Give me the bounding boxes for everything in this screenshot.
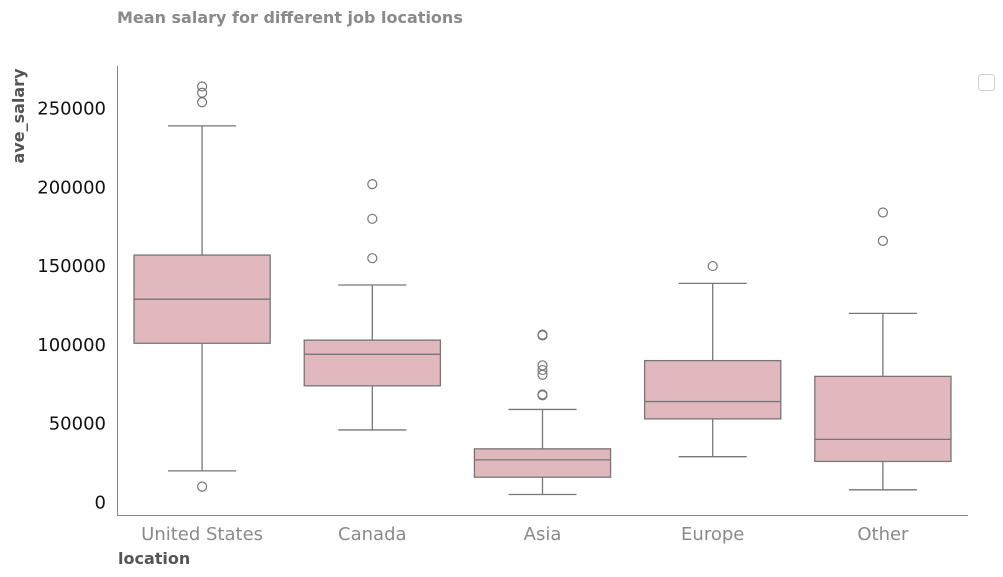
- x-tick-label: Europe: [681, 524, 744, 545]
- outlier-point: [197, 97, 208, 108]
- box: [303, 339, 442, 387]
- boxes: [133, 81, 952, 496]
- x-tick-label: Other: [857, 524, 909, 545]
- outlier-point: [537, 389, 548, 400]
- box-group: [643, 260, 782, 458]
- y-tick-label: 50000: [49, 414, 106, 435]
- outlier-point: [197, 481, 208, 492]
- y-ticks: 0 50000 100000 150000 200000 250000: [37, 99, 106, 514]
- box-group: [133, 81, 271, 492]
- box-group: [814, 207, 952, 491]
- y-tick-label: 250000: [37, 99, 106, 120]
- x-tick-label: Asia: [524, 524, 562, 545]
- y-tick-label: 200000: [37, 177, 106, 198]
- y-axis-label: ave_salary: [9, 68, 28, 164]
- box: [643, 359, 782, 420]
- outlier-point: [367, 253, 378, 264]
- legend-box: [978, 74, 995, 91]
- outlier-point: [537, 329, 548, 340]
- x-tick-label: Canada: [338, 524, 407, 545]
- outlier-point: [197, 87, 208, 98]
- outlier-point: [877, 207, 889, 218]
- outlier-point: [877, 235, 889, 246]
- x-tick-label: United States: [141, 524, 263, 545]
- x-axis-label: location: [118, 549, 190, 568]
- box: [814, 375, 952, 463]
- y-tick-label: 150000: [37, 256, 106, 277]
- box-group: [303, 179, 442, 431]
- outlier-point: [707, 260, 718, 272]
- box: [473, 448, 612, 478]
- box-group: [473, 329, 612, 496]
- y-tick-label: 0: [95, 492, 106, 513]
- outlier-point: [537, 364, 548, 376]
- outlier-point: [367, 179, 378, 190]
- y-tick-label: 100000: [37, 335, 106, 356]
- outlier-point: [367, 213, 378, 224]
- chart-title: Mean salary for different job locations: [117, 8, 463, 27]
- outlier-point: [537, 360, 548, 371]
- axes: [117, 66, 968, 516]
- x-ticks: United States Canada Asia Europe Other: [141, 524, 909, 545]
- outlier-point: [197, 81, 208, 92]
